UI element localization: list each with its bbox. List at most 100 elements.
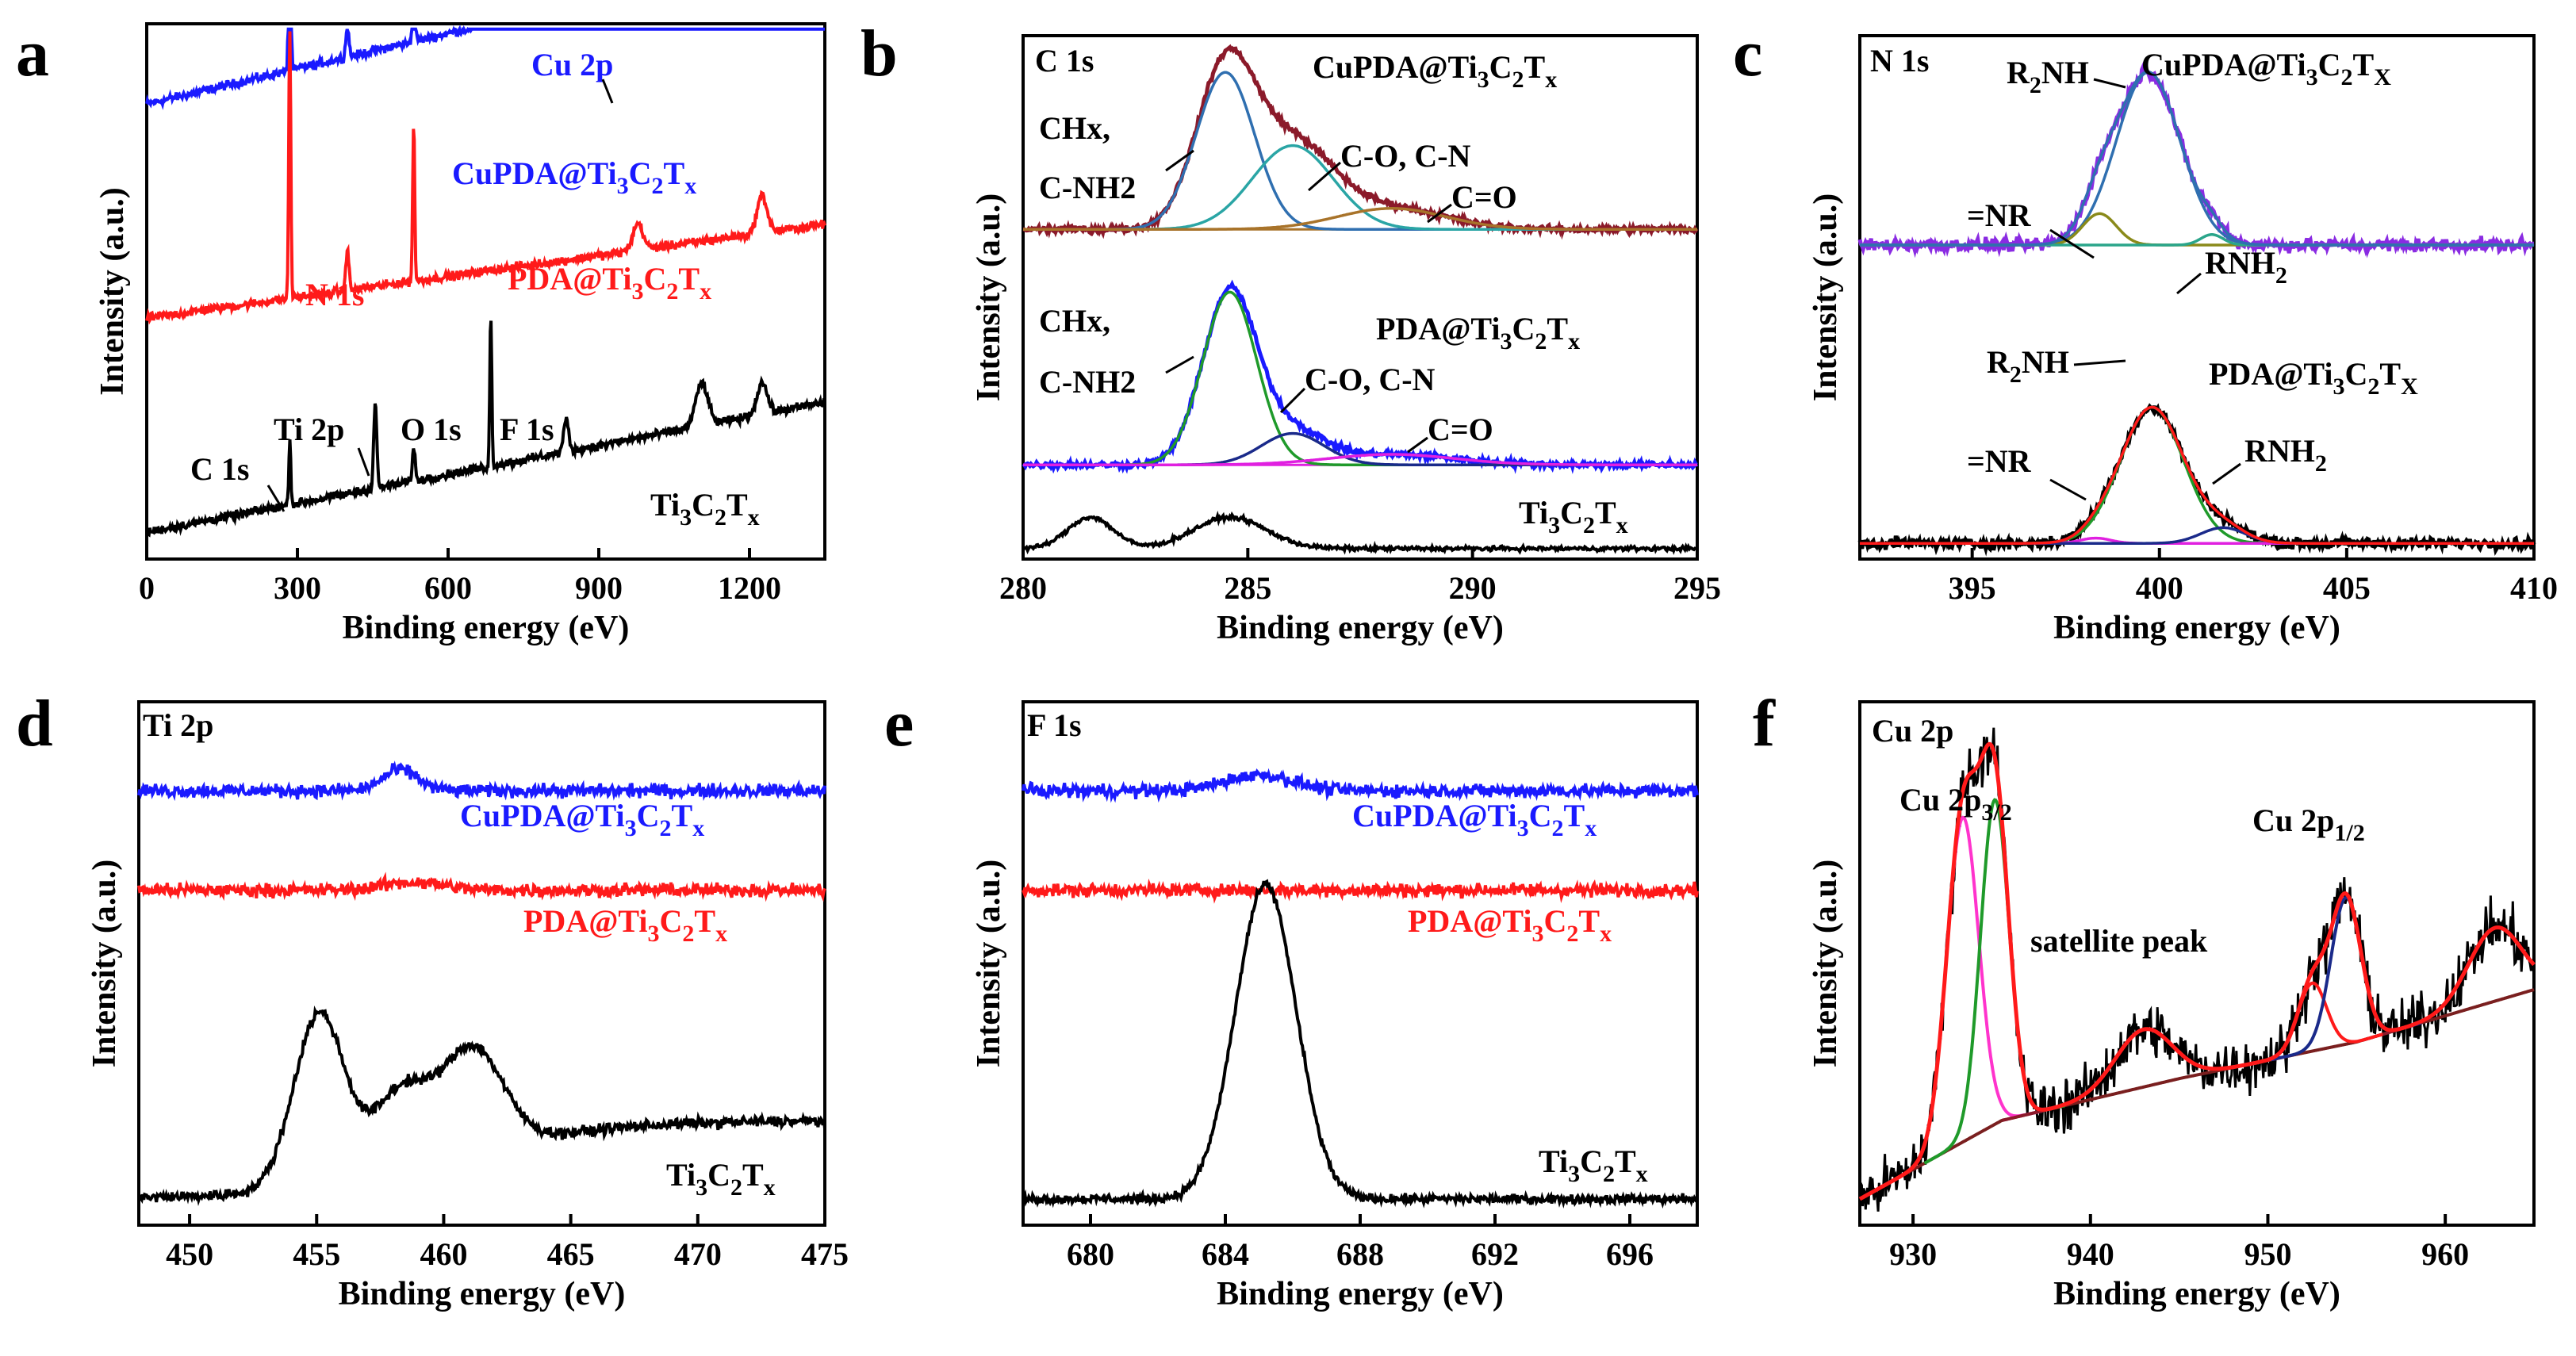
d-label-cupda: CuPDA@Ti3C2Tx xyxy=(460,798,704,841)
panel-letter-c: c xyxy=(1733,17,1762,90)
label-ti-2p: Ti 2p xyxy=(274,412,344,447)
panel-e-annotations: F 1s CuPDA@Ti3C2Tx PDA@Ti3C2Tx Ti3C2Tx xyxy=(1027,707,1648,1187)
series-line-2 xyxy=(145,320,826,538)
y-axis-title: Intensity (a.u.) xyxy=(1807,193,1844,402)
series-line-1 xyxy=(145,31,826,325)
e-label-ti3c2tx: Ti3C2Tx xyxy=(1539,1143,1648,1187)
x-tick-label: 696 xyxy=(1606,1236,1654,1272)
panel-letter-d: d xyxy=(16,687,53,760)
panel-a-annotations: Cu 2p CuPDA@Ti3C2Tx N 1s PDA@Ti3C2Tx C 1… xyxy=(190,47,760,531)
y-axis-title: Intensity (a.u.) xyxy=(971,193,1007,402)
panel-f-cu2p-chart: 930 940 950 960 Binding energy (eV) Intensity… xyxy=(1807,700,2536,1312)
x-tick-label: 295 xyxy=(1673,570,1721,606)
label-c-1s-pointer xyxy=(266,485,286,512)
series-component-1-0 xyxy=(1860,405,2534,545)
b-label-cnh2-1: C-NH2 xyxy=(1039,170,1136,205)
series-background xyxy=(1858,988,2535,1201)
e-panel-title: F 1s xyxy=(1027,707,1082,743)
panel-letter-f: f xyxy=(1753,687,1776,760)
c-label-r2nh-1: R2NH xyxy=(2007,55,2089,98)
x-tick-label: 688 xyxy=(1336,1236,1384,1272)
series-raw-1 xyxy=(1022,279,1699,474)
b-pointer-co-cn-2 xyxy=(1279,387,1306,414)
panel-letter-a: a xyxy=(16,17,49,90)
x-tick-label: 400 xyxy=(2136,570,2183,606)
panel-c-n1s-chart: 395 400 405 410 Binding energy (eV) Intensity… xyxy=(1807,34,2558,646)
c-panel-title: N 1s xyxy=(1870,43,1929,79)
x-tick-label: 465 xyxy=(547,1236,595,1272)
plot-frame xyxy=(1858,34,2536,561)
x-tick-label: 680 xyxy=(1067,1236,1114,1272)
label-n-1s: N 1s xyxy=(305,277,364,312)
c-label-nr-2: =NR xyxy=(1967,443,2032,479)
x-tick-label: 1200 xyxy=(718,570,781,606)
c-pointer-nr-1 xyxy=(2049,228,2095,259)
series-line-0 xyxy=(137,760,826,802)
a-label-pda: PDA@Ti3C2Tx xyxy=(508,261,711,305)
x-axis-title: Binding energy (eV) xyxy=(1217,1276,1504,1312)
label-f-1s: F 1s xyxy=(500,412,554,447)
x-tick-label: 405 xyxy=(2323,570,2371,606)
f-label-cu-2p12: Cu 2p1/2 xyxy=(2252,802,2365,846)
plot-frame xyxy=(137,700,826,1227)
panel-b-c1s-chart: 280 285 290 295 Binding energy (eV) Intensity… xyxy=(971,34,1721,646)
x-tick-label: 950 xyxy=(2244,1236,2291,1272)
plot-frame xyxy=(1022,34,1699,561)
b-panel-title: C 1s xyxy=(1035,43,1094,79)
e-label-cupda: CuPDA@Ti3C2Tx xyxy=(1352,798,1597,841)
series-fit-0 xyxy=(1860,70,2534,247)
x-axis-title: Binding energy (eV) xyxy=(1217,610,1504,646)
x-tick-label: 395 xyxy=(1949,570,1996,606)
x-tick-label: 960 xyxy=(2421,1236,2469,1272)
panel-e-f1s-chart: 680 684 688 692 696 Binding energy (eV) Intens… xyxy=(971,700,1699,1312)
f-label-cu-2p32: Cu 2p3/2 xyxy=(1899,782,2012,825)
x-axis-title: Binding energy (eV) xyxy=(339,1276,626,1312)
series-line-2 xyxy=(137,1005,826,1206)
y-axis-title: Intensity (a.u.) xyxy=(94,187,131,396)
series-line-1 xyxy=(137,871,826,902)
label-o-1s: O 1s xyxy=(401,412,462,447)
c-pointer-r2nh-2 xyxy=(2073,359,2126,366)
x-tick-label: 285 xyxy=(1224,570,1271,606)
x-tick-label: 0 xyxy=(139,570,155,606)
c-label-nr-1: =NR xyxy=(1967,197,2032,233)
series-line-0 xyxy=(1022,768,1699,803)
b-label-co-cn-1: C-O, C-N xyxy=(1340,138,1471,174)
b-label-cnh2-2: C-NH2 xyxy=(1039,364,1136,400)
b-label-pda: PDA@Ti3C2Tx xyxy=(1376,311,1580,354)
a-label-cupda: CuPDA@Ti3C2Tx xyxy=(452,155,696,199)
x-tick-label: 940 xyxy=(2067,1236,2114,1272)
b-label-co-1: C=O xyxy=(1451,179,1517,215)
f-panel-title: Cu 2p xyxy=(1872,713,1953,749)
x-tick-label: 930 xyxy=(1889,1236,1937,1272)
b-pointer-cnh2-1 xyxy=(1165,149,1194,172)
panel-a-survey-chart: 0 300 600 900 1200 Binding energy (eV) Intensi… xyxy=(94,22,826,646)
b-pointer-co-cn-1 xyxy=(1308,161,1341,192)
d-label-pda: PDA@Ti3C2Tx xyxy=(523,903,727,947)
e-label-pda: PDA@Ti3C2Tx xyxy=(1408,903,1612,947)
x-tick-label: 600 xyxy=(424,570,472,606)
panel-b-annotations: C 1s CuPDA@Ti3C2Tx CHx, C-NH2 C-O, C-N C… xyxy=(1035,43,1628,538)
series-line-2 xyxy=(1022,510,1698,555)
b-pointer-cnh2-2 xyxy=(1165,355,1194,374)
b-pointer-co-1 xyxy=(1427,203,1452,224)
x-tick-label: 470 xyxy=(674,1236,722,1272)
x-tick-label: 455 xyxy=(293,1236,340,1272)
x-tick-label: 900 xyxy=(575,570,623,606)
x-tick-label: 300 xyxy=(274,570,321,606)
b-label-co-2: C=O xyxy=(1428,412,1493,447)
x-tick-label: 290 xyxy=(1449,570,1497,606)
c-label-pda: PDA@Ti3C2TX xyxy=(2209,356,2418,400)
a-label-ti3c2tx: Ti3C2Tx xyxy=(650,487,760,531)
x-axis-title: Binding energy (eV) xyxy=(2053,1276,2340,1312)
series-line-1 xyxy=(1022,878,1699,904)
y-axis-title: Intensity (a.u.) xyxy=(971,860,1007,1068)
x-tick-label: 460 xyxy=(420,1236,467,1272)
label-cu-2p: Cu 2p xyxy=(531,47,613,82)
series-raw-1 xyxy=(1857,403,2536,557)
c-pointer-r2nh-1 xyxy=(2093,78,2126,89)
c-pointer-rnh2-1 xyxy=(2176,272,2202,295)
y-axis-title: Intensity (a.u.) xyxy=(86,860,123,1068)
series-component-0-2 xyxy=(1023,207,1697,231)
x-tick-label: 450 xyxy=(166,1236,213,1272)
